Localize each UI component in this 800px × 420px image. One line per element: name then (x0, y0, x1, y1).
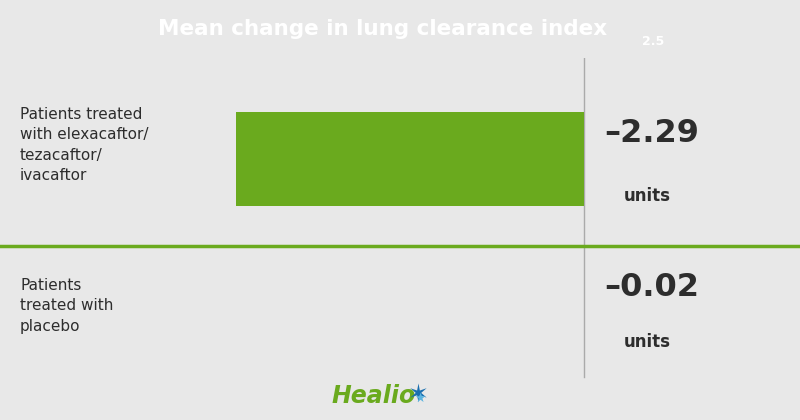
Text: –2.29: –2.29 (604, 118, 699, 150)
Text: units: units (624, 186, 671, 205)
Text: ✶: ✶ (408, 383, 429, 407)
Text: Mean change in lung clearance index: Mean change in lung clearance index (158, 19, 607, 39)
Text: Patients treated
with elexacaftor/
tezacaftor/
ivacaftor: Patients treated with elexacaftor/ tezac… (20, 107, 149, 183)
Text: –0.02: –0.02 (604, 272, 699, 303)
Text: units: units (624, 333, 671, 351)
Text: Patients
treated with
placebo: Patients treated with placebo (20, 278, 114, 334)
Text: Healio: Healio (332, 384, 416, 409)
Text: 2.5: 2.5 (642, 35, 664, 48)
Bar (236, 112, 584, 206)
Text: ★: ★ (414, 392, 426, 405)
